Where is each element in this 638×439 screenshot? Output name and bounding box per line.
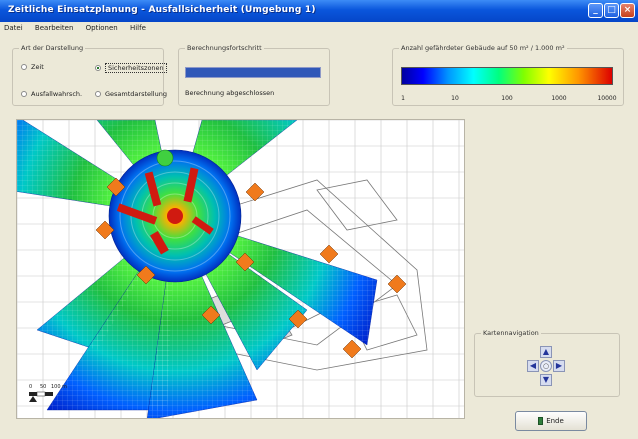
minimize-button[interactable]: _ — [588, 3, 603, 18]
radio-sicherheitszonen-dot[interactable] — [95, 65, 101, 71]
menu-item-hilfe[interactable]: Hilfe — [129, 24, 146, 32]
pan-up-icon[interactable]: ▲ — [540, 346, 552, 358]
radio-ausfall-label: Ausfallwahrsch. — [31, 90, 83, 98]
display-type-group-title: Art der Darstellung — [19, 44, 86, 52]
exit-button[interactable]: Ende — [515, 411, 587, 431]
radio-ausfall-dot[interactable] — [21, 91, 27, 97]
scale-label: 0 — [29, 384, 32, 390]
menu-item-datei[interactable]: Datei — [4, 24, 23, 32]
progress-status-text: Berechnung abgeschlossen — [185, 89, 275, 97]
pan-right-icon[interactable]: ▶ — [553, 360, 565, 372]
pan-center-icon[interactable]: ○ — [540, 360, 552, 372]
legend-tick: 10000 — [597, 95, 617, 102]
radio-ausfall[interactable]: Ausfallwahrsch. — [21, 90, 82, 98]
legend-group: Anzahl gefährdeter Gebäude auf 50 m² / 1… — [392, 44, 624, 106]
pan-down-icon[interactable]: ▼ — [540, 374, 552, 386]
close-button[interactable]: × — [620, 3, 635, 18]
map-canvas[interactable]: 0 50 100 m — [17, 120, 465, 419]
pan-left-icon[interactable]: ◀ — [527, 360, 539, 372]
legend-tick: 10 — [451, 95, 459, 102]
legend-tick: 1 — [401, 95, 405, 102]
menu-item-bearbeiten[interactable]: Bearbeiten — [34, 24, 74, 32]
progress-bar-fill — [186, 68, 320, 77]
progress-bar — [185, 67, 321, 78]
warning-markers — [95, 177, 407, 359]
radio-gesamt-dot[interactable] — [95, 91, 101, 97]
legend-tick: 1000 — [551, 95, 567, 102]
legend-tick: 100 — [501, 95, 513, 102]
progress-group-title: Berechnungsfortschritt — [185, 44, 264, 52]
map-scale: 0 50 100 m — [29, 384, 67, 402]
display-type-group: Art der Darstellung Zeit Sicherheitszone… — [12, 44, 167, 106]
radio-sicherheitszonen[interactable]: Sicherheitszonen — [95, 63, 167, 73]
radio-sicherheitszonen-label: Sicherheitszonen — [105, 63, 167, 73]
color-scale-bar — [401, 67, 613, 85]
navigation-group: Kartennavigation ▲ ◀ ○ ▶ ▼ — [474, 329, 620, 397]
radio-zeit[interactable]: Zeit — [21, 63, 44, 71]
radio-zeit-label: Zeit — [31, 63, 44, 71]
exit-door-icon — [538, 417, 544, 425]
title-bar: Zeitliche Einsatzplanung - Ausfallsicher… — [0, 0, 638, 22]
radio-gesamt[interactable]: Gesamtdarstellung — [95, 90, 167, 98]
navigation-group-title: Kartennavigation — [481, 329, 541, 337]
maximize-button[interactable]: □ — [604, 3, 619, 18]
crane-arms — [116, 167, 214, 255]
progress-group: Berechnungsfortschritt Berechnung abgesc… — [178, 44, 330, 106]
legend-group-title: Anzahl gefährdeter Gebäude auf 50 m² / 1… — [399, 44, 567, 52]
radio-gesamt-label: Gesamtdarstellung — [105, 90, 167, 98]
exit-button-label: Ende — [546, 417, 564, 425]
north-arrow-icon — [29, 396, 37, 402]
scale-label: 50 — [40, 384, 46, 390]
window-title: Zeitliche Einsatzplanung - Ausfallsicher… — [8, 5, 316, 15]
radio-zeit-dot[interactable] — [21, 64, 27, 70]
menu-item-optionen[interactable]: Optionen — [85, 24, 118, 32]
map-view[interactable]: 0 50 100 m — [16, 119, 465, 419]
menu-bar: Datei Bearbeiten Optionen Hilfe — [0, 22, 638, 34]
scale-label: 100 m — [51, 384, 67, 390]
